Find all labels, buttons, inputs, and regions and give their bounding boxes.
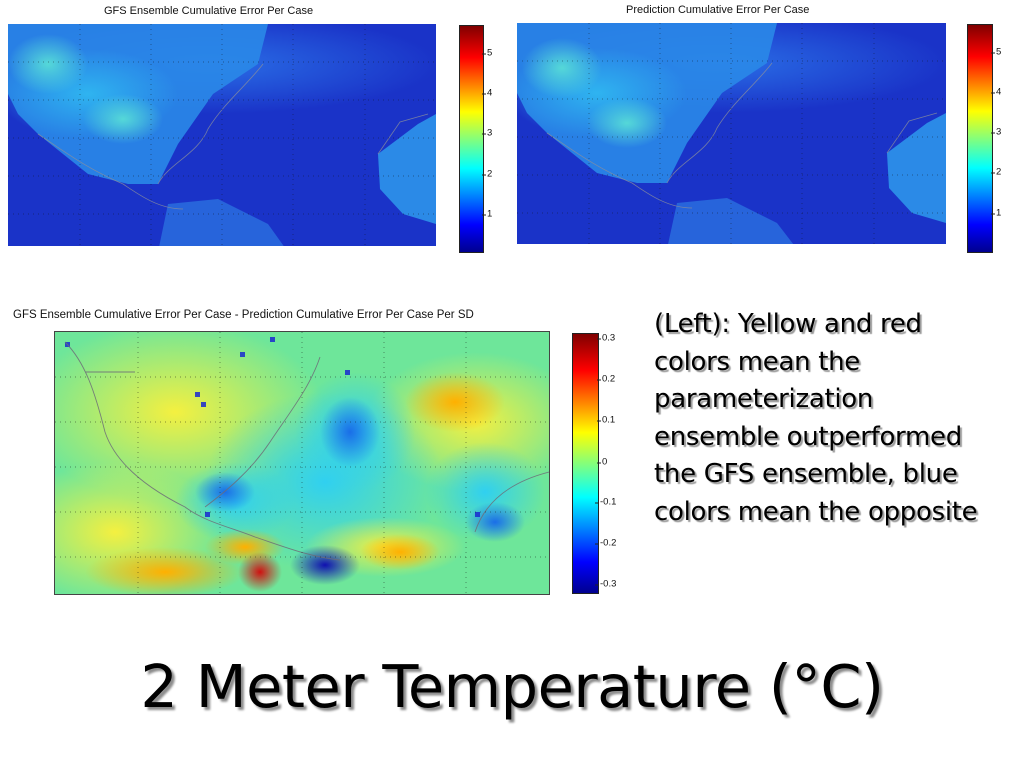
caption-line: (Left): Yellow and red	[654, 309, 922, 339]
map1-tick-4: 4	[481, 87, 493, 99]
caption-line: colors mean the opposite	[654, 496, 978, 527]
map3-tick-neg0.2: -0.2	[594, 537, 617, 549]
slide-title: 2 Meter Temperature (°C)	[140, 652, 884, 721]
map3-tick-0.2: 0.2	[596, 373, 616, 385]
map1-tick-5: 5	[481, 47, 493, 59]
map2-tick-2: 2	[990, 166, 1002, 178]
caption-line: parameterization	[654, 384, 874, 415]
explanation-caption: (Left): Yellow and red colors mean the p…	[654, 306, 1014, 532]
map3-tick-neg0.1: -0.1	[594, 496, 617, 508]
map2-title: Prediction Cumulative Error Per Case	[626, 4, 810, 16]
map2-tick-3: 3	[990, 126, 1002, 138]
map3-tick-neg0.3: -0.3	[594, 578, 617, 590]
map2-tick-5: 5	[990, 46, 1002, 58]
map1-tick-3: 3	[481, 127, 493, 139]
map2-tick-4: 4	[990, 86, 1002, 98]
map3-tick-0.3: 0.3	[596, 332, 616, 344]
map3-tick-0.1: 0.1	[596, 414, 616, 426]
map1-heatmap	[8, 24, 436, 252]
map1-tick-1: 1	[481, 208, 493, 220]
map3-tick-0: 0	[596, 456, 608, 468]
map3-heatmap	[54, 331, 550, 595]
map2-tick-1: 1	[990, 207, 1002, 219]
map1-colorbar	[459, 25, 484, 253]
map1-title: GFS Ensemble Cumulative Error Per Case	[104, 5, 314, 17]
map3-colorbar	[572, 333, 599, 594]
map2-heatmap	[517, 23, 946, 249]
map2-colorbar	[967, 24, 993, 253]
map3-title: GFS Ensemble Cumulative Error Per Case -…	[13, 309, 474, 321]
caption-line: ensemble outperformed	[654, 421, 962, 452]
caption-line: the GFS ensemble, blue	[654, 459, 958, 490]
map1-tick-2: 2	[481, 168, 493, 180]
caption-line: colors mean the	[654, 346, 861, 377]
